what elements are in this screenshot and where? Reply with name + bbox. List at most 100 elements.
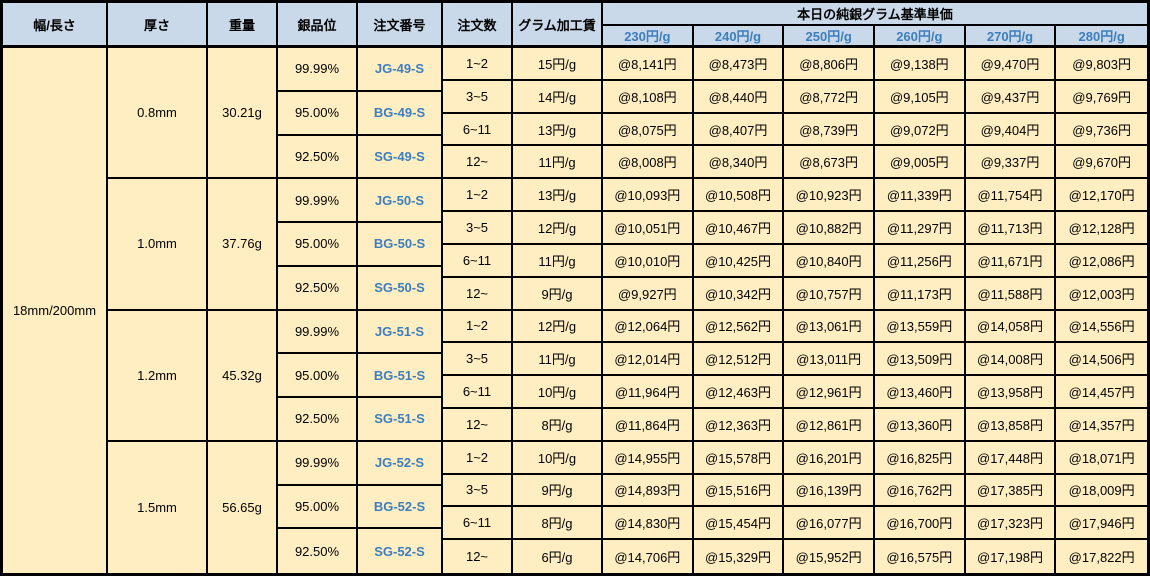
price-cell: @9,927円 — [603, 277, 694, 311]
price-cell: @13,509円 — [874, 343, 966, 377]
price-cell: @13,958円 — [965, 376, 1057, 409]
price-cell: @11,173円 — [874, 277, 966, 311]
fee-cell: 10円/g — [513, 376, 603, 409]
price-cell: @11,964円 — [603, 376, 694, 409]
price-cell: @9,803円 — [1056, 48, 1147, 81]
fee-cell: 14円/g — [513, 80, 603, 114]
price-cell: @10,425円 — [693, 244, 785, 278]
price-cell: @12,512円 — [693, 343, 785, 377]
fee-cell: 11円/g — [513, 244, 603, 278]
price-cell: @9,105円 — [874, 80, 966, 114]
price-cell: @12,861円 — [784, 408, 875, 442]
price-cell: @17,198円 — [965, 540, 1057, 573]
price-cell: @9,005円 — [874, 146, 966, 180]
price-cell: @16,139円 — [784, 474, 875, 508]
fee-cell: 11円/g — [513, 146, 603, 180]
price-cell: @18,071円 — [1056, 441, 1147, 475]
order-number-cell: JG-52-S — [358, 441, 443, 486]
price-cell: @12,003円 — [1056, 277, 1147, 311]
price-cell: @13,858円 — [965, 408, 1057, 442]
thickness-cell: 0.8mm — [108, 48, 208, 180]
price-cell: @16,700円 — [874, 507, 966, 541]
price-cell: @16,575円 — [874, 540, 966, 573]
purity-cell: 95.00% — [278, 354, 358, 398]
order-qty-cell: 12~ — [443, 408, 513, 442]
purity-cell: 92.50% — [278, 135, 358, 180]
order-number-cell: SG-51-S — [358, 398, 443, 442]
price-cell: @8,473円 — [693, 48, 785, 81]
price-cell: @11,588円 — [965, 277, 1057, 311]
price-cell: @12,064円 — [603, 310, 694, 344]
order-qty-cell: 3~5 — [443, 212, 513, 245]
purity-cell: 92.50% — [278, 529, 358, 573]
price-cell: @16,762円 — [874, 474, 966, 508]
price-cell: @10,840円 — [784, 244, 875, 278]
price-cell: @10,923円 — [784, 179, 875, 213]
price-cell: @12,170円 — [1056, 179, 1147, 213]
order-qty-cell: 1~2 — [443, 179, 513, 213]
purity-cell: 99.99% — [278, 48, 358, 92]
price-cell: @14,058円 — [965, 310, 1057, 344]
thickness-cell: 1.2mm — [108, 310, 208, 442]
fee-cell: 13円/g — [513, 179, 603, 213]
order-qty-cell: 12~ — [443, 540, 513, 573]
price-cell: @9,769円 — [1056, 80, 1147, 114]
price-cell: @9,404円 — [965, 113, 1057, 147]
price-cell: @8,075円 — [603, 113, 694, 147]
order-qty-cell: 12~ — [443, 146, 513, 180]
fee-cell: 10円/g — [513, 441, 603, 475]
thickness-cell: 1.5mm — [108, 441, 208, 573]
purity-cell: 95.00% — [278, 485, 358, 530]
price-cell: @9,470円 — [965, 48, 1057, 81]
fee-cell: 8円/g — [513, 408, 603, 442]
price-cell: @12,562円 — [693, 310, 785, 344]
price-cell: @9,072円 — [874, 113, 966, 147]
price-cell: @15,578円 — [693, 441, 785, 475]
price-cell: @10,093円 — [603, 179, 694, 213]
col-header-weight: 重量 — [208, 3, 278, 48]
price-cell: @16,825円 — [874, 441, 966, 475]
price-cell: @13,061円 — [784, 310, 875, 344]
price-cell: @9,670円 — [1056, 146, 1147, 180]
price-cell: @18,009円 — [1056, 474, 1147, 508]
price-cell: @8,340円 — [693, 146, 785, 180]
fee-cell: 9円/g — [513, 474, 603, 508]
price-cell: @14,556円 — [1056, 310, 1147, 344]
price-cell: @16,077円 — [784, 507, 875, 541]
thickness-cell: 1.0mm — [108, 179, 208, 311]
price-cell: @12,961円 — [784, 376, 875, 409]
price-cell: @14,706円 — [603, 540, 694, 573]
fee-cell: 8円/g — [513, 507, 603, 541]
price-cell: @17,323円 — [965, 507, 1057, 541]
price-cell: @10,342円 — [693, 277, 785, 311]
weight-cell: 30.21g — [208, 48, 278, 180]
price-cell: @9,337円 — [965, 146, 1057, 180]
price-cell: @10,508円 — [693, 179, 785, 213]
price-cell: @11,256円 — [874, 244, 966, 278]
price-cell: @8,407円 — [693, 113, 785, 147]
price-cell: @10,467円 — [693, 212, 785, 245]
col-header-order-no: 注文番号 — [358, 3, 443, 48]
price-cell: @17,448円 — [965, 441, 1057, 475]
order-number-cell: SG-52-S — [358, 529, 443, 573]
price-cell: @8,108円 — [603, 80, 694, 114]
weight-cell: 56.65g — [208, 441, 278, 573]
fee-cell: 12円/g — [513, 212, 603, 245]
fee-cell: 12円/g — [513, 310, 603, 344]
price-cell: @14,955円 — [603, 441, 694, 475]
order-qty-cell: 12~ — [443, 277, 513, 311]
order-qty-cell: 6~11 — [443, 507, 513, 541]
col-header-thickness: 厚さ — [108, 3, 208, 48]
price-cell: @15,952円 — [784, 540, 875, 573]
order-qty-cell: 1~2 — [443, 48, 513, 81]
order-qty-cell: 6~11 — [443, 113, 513, 147]
price-cell: @11,864円 — [603, 408, 694, 442]
col-header-price-group: 本日の純銀グラム基準単価 — [603, 3, 1147, 26]
price-cell: @8,440円 — [693, 80, 785, 114]
order-number-cell: JG-50-S — [358, 179, 443, 223]
price-cell: @14,893円 — [603, 474, 694, 508]
price-cell: @16,201円 — [784, 441, 875, 475]
col-header-tier-1: 240円/g — [693, 26, 785, 48]
price-cell: @14,830円 — [603, 507, 694, 541]
